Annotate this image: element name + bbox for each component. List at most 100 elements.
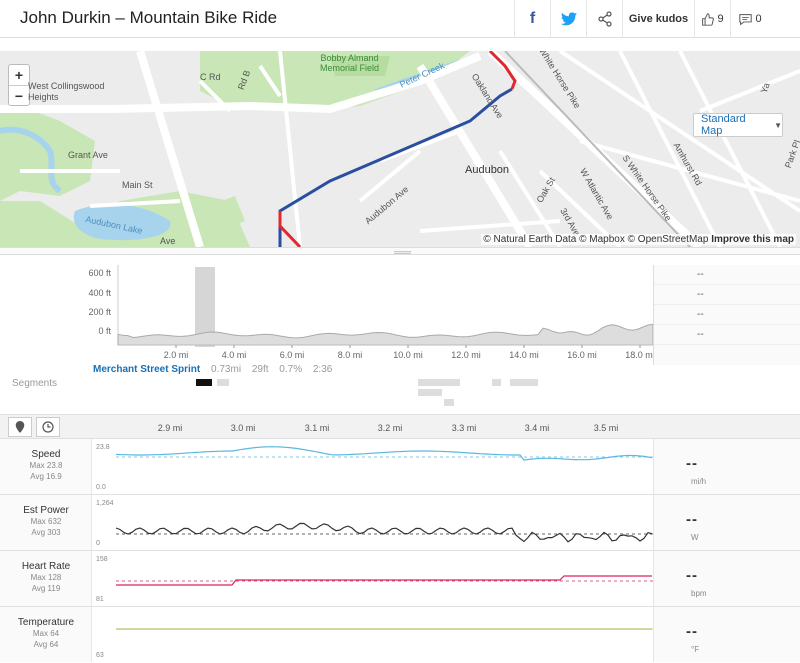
- elevation-y-tick-label: 200 ft: [88, 307, 111, 317]
- improve-map-link[interactable]: Improve this map: [711, 234, 794, 245]
- stream-current-value: --: [686, 567, 698, 584]
- elevation-stat: --: [654, 285, 800, 305]
- elevation-y-tick-label: 400 ft: [88, 288, 111, 298]
- map-label-grant-ave: Grant Ave: [68, 150, 108, 160]
- stream-avg: Avg 16.9: [30, 472, 62, 481]
- segment-bar[interactable]: [510, 379, 538, 386]
- stream-axis-max: 158: [96, 556, 108, 563]
- map-label-c-rd: C Rd: [200, 72, 221, 82]
- zoomed-axis-label: 3.1 mi: [305, 423, 330, 433]
- selected-segment-info: Merchant Street Sprint 0.73mi 29ft 0.7% …: [93, 364, 332, 375]
- stream-row-est-power[interactable]: Est Power Max 632 Avg 303 1,264 0 -- W: [0, 494, 800, 550]
- stream-name: Heart Rate: [21, 561, 71, 572]
- map-style-dropdown[interactable]: Standard Map ▼: [693, 113, 783, 137]
- analysis-toolbar: 2.9 mi 3.0 mi 3.1 mi 3.2 mi 3.3 mi 3.4 mi 3.5 …: [0, 414, 800, 438]
- stream-label: Temperature Max 64 Avg 64: [0, 617, 92, 650]
- segment-bars: [196, 379, 538, 406]
- clock-icon: [42, 421, 54, 433]
- stream-unit: bpm: [691, 589, 707, 598]
- zoomed-axis-label: 3.3 mi: [452, 423, 477, 433]
- segment-bar[interactable]: [492, 379, 501, 386]
- facebook-icon: f: [529, 10, 536, 27]
- resize-handle[interactable]: ═══: [0, 247, 800, 257]
- segment-line: [278, 211, 302, 247]
- segment-line: [488, 51, 517, 90]
- segment-bar[interactable]: [217, 379, 229, 386]
- zoom-in-button[interactable]: +: [14, 67, 24, 83]
- stream-unit: W: [691, 533, 699, 542]
- elevation-x-tick-label: 16.0 mi: [567, 350, 597, 360]
- segment-time: 2:36: [312, 364, 333, 375]
- stream-value-panel: -- bpm: [653, 551, 800, 606]
- map-label-collingswood: West Collingswood Heights: [28, 81, 105, 102]
- kudos-count: 9: [717, 13, 724, 25]
- stream-chart: [116, 575, 653, 586]
- map-pin-icon: [15, 421, 25, 433]
- facebook-share-button[interactable]: f: [514, 0, 550, 38]
- rail-line: [504, 51, 691, 247]
- comment-icon: [739, 13, 753, 25]
- stream-axis-max: 23.8: [96, 444, 110, 451]
- zoom-out-button[interactable]: −: [9, 85, 29, 105]
- elevation-x-tick-label: 8.0 mi: [338, 350, 363, 360]
- stream-row-heart-rate[interactable]: Heart Rate Max 128 Avg 119 158 81 -- bpm: [0, 550, 800, 606]
- stream-label: Est Power Max 632 Avg 303: [0, 505, 92, 538]
- elevation-chart[interactable]: 600 ft 400 ft 200 ft 0 ft 2.0 mi 4.0 mi 6.0 m…: [0, 255, 653, 367]
- stream-max: Max 128: [30, 573, 62, 582]
- selected-segment-highlight: [195, 267, 215, 347]
- share-button[interactable]: [586, 0, 622, 38]
- stream-label: Heart Rate Max 128 Avg 119: [0, 561, 92, 594]
- stream-value-panel: -- mi/h: [653, 439, 800, 494]
- zoom-controls: + −: [8, 64, 30, 106]
- stream-axis-min: 0: [96, 540, 100, 547]
- stream-label-panel: [0, 439, 92, 494]
- elevation-x-tick-label: 12.0 mi: [451, 350, 481, 360]
- time-tool-button[interactable]: [36, 417, 60, 437]
- lake: [73, 204, 171, 241]
- park-area: [330, 56, 390, 76]
- stream-axis-min: 0.0: [96, 484, 106, 491]
- zoomed-axis-label: 3.4 mi: [525, 423, 550, 433]
- twitter-icon: [560, 12, 577, 26]
- zoomed-axis-label: 2.9 mi: [158, 423, 183, 433]
- segment-bar[interactable]: [444, 399, 454, 406]
- stream-unit: °F: [691, 645, 700, 654]
- segment-bar-selected[interactable]: [196, 379, 212, 386]
- elevation-stats-panel: -- -- -- --: [653, 265, 800, 365]
- segment-bar[interactable]: [418, 389, 442, 396]
- elevation-stat: --: [654, 265, 800, 285]
- kudos-count-button[interactable]: 9: [694, 0, 730, 38]
- elevation-y-tick-label: 0 ft: [98, 326, 111, 336]
- zoomed-axis-label: 3.5 mi: [594, 423, 619, 433]
- stream-line: [116, 575, 652, 586]
- elevation-x-tick-label: 6.0 mi: [280, 350, 305, 360]
- stream-label: Speed Max 23.8 Avg 16.9: [0, 449, 92, 482]
- segment-elevation: 29ft: [251, 364, 269, 375]
- stream-max: Max 64: [32, 629, 60, 638]
- stream-line: [115, 446, 653, 461]
- stream-chart: [116, 628, 653, 630]
- map-label-main-st: Main St: [122, 180, 153, 190]
- elevation-stat: --: [654, 305, 800, 325]
- park-area: [200, 51, 470, 111]
- route-map[interactable]: + − West Collingswood Heights Bobby Alma…: [0, 51, 800, 247]
- stream-label-panel: [0, 551, 92, 606]
- give-kudos-button[interactable]: Give kudos: [622, 0, 694, 38]
- stream-max: Max 632: [30, 517, 62, 526]
- segment-grade: 0.7%: [279, 364, 303, 375]
- location-tool-button[interactable]: [8, 417, 32, 437]
- segment-bar[interactable]: [418, 379, 460, 386]
- grip-icon: ═══: [394, 248, 412, 257]
- elevation-y-tick-label: 600 ft: [88, 268, 111, 278]
- stream-avg: Avg 303: [31, 528, 61, 537]
- elevation-profile: [117, 323, 653, 346]
- segment-name-link[interactable]: Merchant Street Sprint: [93, 364, 201, 375]
- stream-row-temperature[interactable]: Temperature Max 64 Avg 64 63 -- °F: [0, 606, 800, 662]
- stream-axis-max: 1,264: [96, 500, 114, 507]
- stream-value-panel: -- W: [653, 495, 800, 550]
- creek: [0, 126, 62, 194]
- stream-line: [115, 522, 653, 543]
- twitter-share-button[interactable]: [550, 0, 586, 38]
- stream-row-speed[interactable]: Speed Max 23.8 Avg 16.9 23.8 0.0 -- mi/h: [0, 438, 800, 494]
- comments-button[interactable]: 0: [730, 0, 770, 38]
